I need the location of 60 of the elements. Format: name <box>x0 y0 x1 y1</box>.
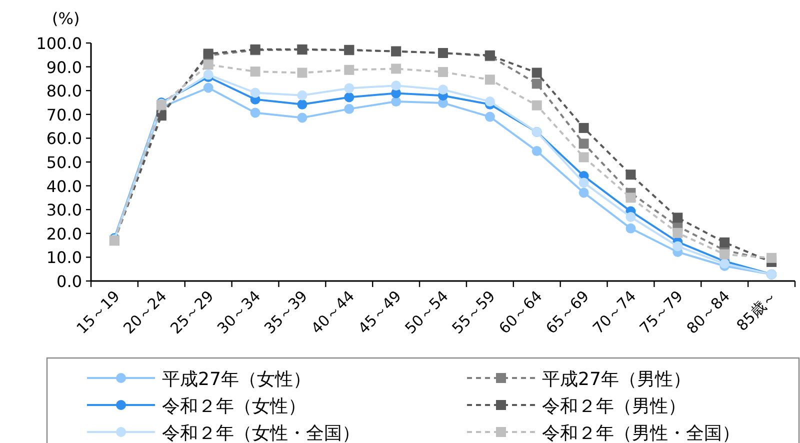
y-axis-title: (%) <box>52 9 80 28</box>
point <box>344 83 354 94</box>
point <box>250 66 260 77</box>
point <box>344 64 354 75</box>
legend-label: 令和２年（男性・全国） <box>542 423 740 443</box>
point <box>626 223 636 234</box>
point <box>626 192 636 203</box>
point <box>203 60 214 70</box>
point <box>672 212 683 223</box>
point <box>297 90 308 100</box>
y-tick-label: 80.0 <box>46 82 82 101</box>
point <box>672 228 683 238</box>
point <box>626 170 636 180</box>
point <box>578 122 589 133</box>
point <box>578 178 589 188</box>
x-tick-label: 85歳～ <box>732 287 780 335</box>
point <box>203 82 214 93</box>
point <box>484 74 495 85</box>
y-tick-label: 20.0 <box>46 224 82 244</box>
y-tick-label: 70.0 <box>46 105 82 124</box>
y-tick-label: 50.0 <box>46 153 82 172</box>
y-tick-label: 60.0 <box>46 129 82 148</box>
y-tick-label: 100.0 <box>36 34 82 53</box>
legend-label: 令和２年（男性） <box>542 396 686 417</box>
point <box>438 84 448 95</box>
point <box>766 252 777 263</box>
y-tick-label: 90.0 <box>46 58 82 77</box>
point <box>578 188 589 198</box>
point <box>532 100 542 110</box>
point <box>626 212 636 222</box>
point <box>720 249 730 260</box>
point <box>532 68 542 78</box>
point <box>297 99 308 110</box>
point <box>250 108 260 118</box>
point <box>297 68 308 78</box>
point <box>391 96 402 107</box>
point <box>484 96 495 107</box>
point <box>484 112 495 122</box>
y-tick-label: 10.0 <box>46 248 82 268</box>
point <box>532 78 542 89</box>
legend-label: 令和２年（女性） <box>162 396 306 417</box>
point <box>720 258 730 269</box>
y-tick-label: 30.0 <box>46 200 82 220</box>
point <box>578 138 589 149</box>
legend-label: 平成27年（男性） <box>542 369 691 390</box>
point <box>391 80 402 91</box>
legend-label: 平成27年（女性） <box>162 369 311 390</box>
point <box>672 241 683 252</box>
point <box>438 67 448 78</box>
point <box>344 92 354 102</box>
point <box>250 88 260 98</box>
point <box>578 152 589 162</box>
legend-label: 令和２年（女性・全国） <box>162 423 360 443</box>
point <box>203 70 214 80</box>
point <box>391 64 402 74</box>
point <box>720 237 730 248</box>
point <box>344 104 354 114</box>
point <box>532 146 542 156</box>
point <box>297 112 308 123</box>
y-tick-label: 40.0 <box>46 176 82 196</box>
